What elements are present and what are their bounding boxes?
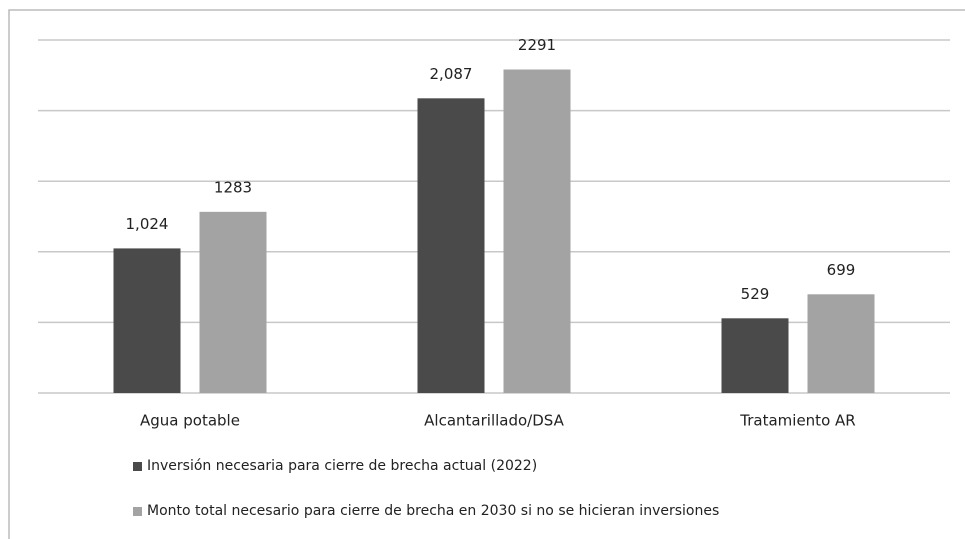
x-tick-label: Agua potable bbox=[140, 412, 240, 430]
bar bbox=[721, 318, 789, 393]
bar bbox=[417, 98, 485, 393]
bar bbox=[503, 69, 571, 393]
data-label: 529 bbox=[741, 285, 770, 303]
data-label: 2291 bbox=[518, 36, 556, 54]
data-label: 1,024 bbox=[126, 215, 169, 233]
x-tick-label: Alcantarillado/DSA bbox=[424, 412, 564, 430]
legend-label: Monto total necesario para cierre de bre… bbox=[147, 503, 719, 519]
bar bbox=[113, 248, 181, 393]
legend-label: Inversión necesaria para cierre de brech… bbox=[147, 458, 537, 474]
x-tick-label: Tratamiento AR bbox=[739, 412, 855, 430]
data-label: 699 bbox=[827, 261, 856, 279]
data-label: 2,087 bbox=[430, 65, 473, 83]
legend-swatch bbox=[133, 507, 142, 516]
bar bbox=[199, 211, 267, 393]
data-label: 1283 bbox=[214, 178, 252, 196]
bar bbox=[807, 294, 875, 393]
legend-swatch bbox=[133, 462, 142, 471]
